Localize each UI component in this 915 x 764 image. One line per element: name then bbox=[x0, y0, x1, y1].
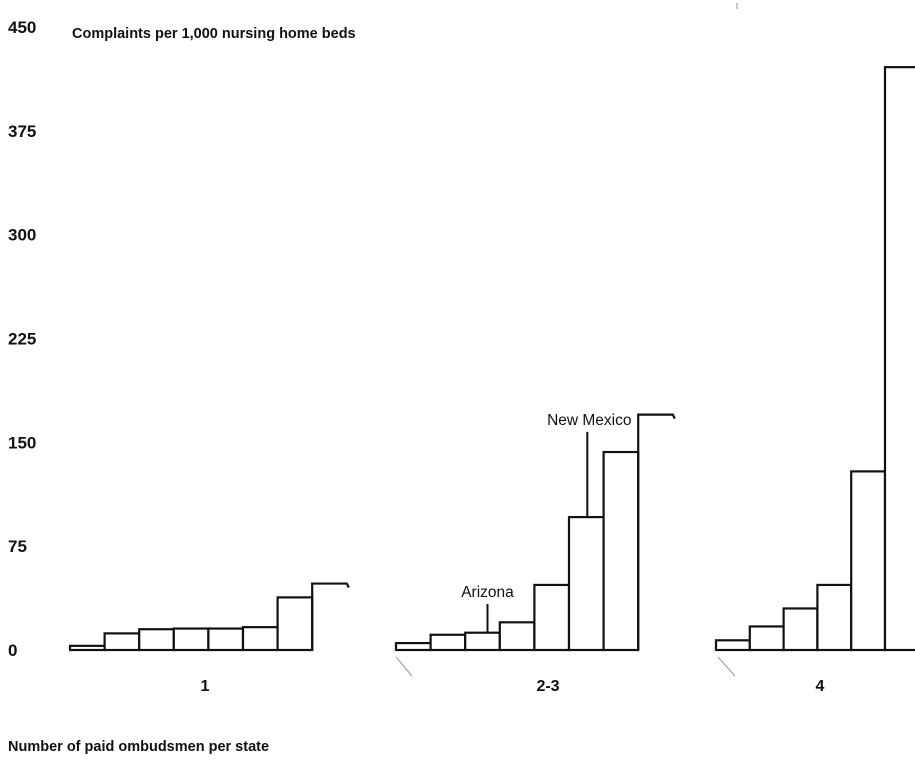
y-tick-label: 150 bbox=[8, 433, 36, 452]
bar-group-3: 4 bbox=[714, 66, 915, 695]
scan-mark bbox=[395, 656, 413, 677]
bar bbox=[172, 627, 210, 652]
bar bbox=[748, 625, 785, 652]
y-tick-label: 450 bbox=[8, 18, 36, 37]
annotations: Arizona New Mexico bbox=[461, 412, 632, 633]
bar bbox=[68, 644, 106, 652]
bar bbox=[714, 639, 751, 652]
y-tick-label: 375 bbox=[8, 122, 36, 141]
annotation: Arizona bbox=[461, 584, 514, 633]
bar bbox=[602, 450, 640, 652]
group-label: 1 bbox=[201, 678, 210, 695]
group-label: 2-3 bbox=[536, 678, 559, 695]
bar bbox=[464, 631, 501, 652]
y-tick-label: 300 bbox=[8, 226, 36, 245]
bar bbox=[533, 583, 571, 652]
bar bbox=[850, 470, 887, 652]
chart-title: Complaints per 1,000 nursing home beds bbox=[72, 26, 356, 42]
bar bbox=[276, 596, 314, 652]
bar-group-1: 1 bbox=[68, 582, 350, 695]
y-tick-label: 0 bbox=[8, 641, 17, 660]
scan-mark bbox=[717, 656, 736, 677]
bar bbox=[498, 621, 536, 652]
bar bbox=[394, 641, 432, 652]
y-tick-label: 75 bbox=[8, 537, 27, 556]
bar bbox=[816, 583, 853, 652]
bar bbox=[883, 66, 915, 652]
annotation: New Mexico bbox=[547, 412, 632, 518]
y-tick-label: 225 bbox=[8, 330, 36, 349]
y-axis-ticks: 0 75 150 225 300 375 450 bbox=[8, 18, 36, 660]
annotation-label: New Mexico bbox=[547, 412, 631, 429]
bar bbox=[429, 633, 467, 652]
bar-groups: 1 2-3 4 bbox=[68, 66, 915, 695]
bar-group-2: 2-3 bbox=[394, 413, 676, 695]
bar bbox=[637, 413, 676, 650]
group-label: 4 bbox=[816, 678, 825, 695]
bar bbox=[782, 607, 819, 652]
annotation-label: Arizona bbox=[461, 584, 514, 601]
bar bbox=[311, 582, 350, 650]
bar bbox=[567, 515, 605, 652]
scan-marks bbox=[395, 3, 738, 677]
bar bbox=[241, 626, 279, 652]
bar bbox=[103, 632, 141, 652]
bar bbox=[138, 628, 175, 652]
x-axis-title: Number of paid ombudsmen per state bbox=[8, 739, 269, 755]
bar bbox=[207, 627, 245, 652]
